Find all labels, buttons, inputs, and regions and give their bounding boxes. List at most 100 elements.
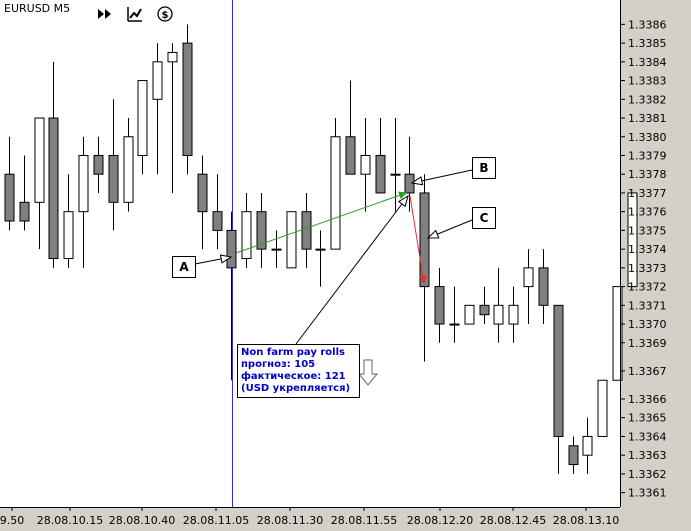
candle-body-bear bbox=[419, 192, 430, 288]
candle[interactable] bbox=[271, 230, 282, 268]
candle[interactable] bbox=[315, 230, 326, 287]
candle-body-bull bbox=[330, 136, 341, 250]
y-tick-label: 1.3372 bbox=[628, 281, 667, 294]
candle[interactable] bbox=[108, 99, 119, 231]
candle[interactable] bbox=[182, 24, 193, 175]
candle[interactable] bbox=[48, 61, 59, 268]
candle[interactable] bbox=[479, 286, 490, 325]
candle[interactable] bbox=[434, 267, 445, 343]
candle[interactable] bbox=[597, 379, 608, 437]
candle[interactable] bbox=[93, 136, 104, 193]
y-tick-label: 1.3384 bbox=[628, 56, 667, 69]
candle[interactable] bbox=[137, 80, 148, 175]
candle-body-bear bbox=[4, 173, 15, 222]
candle-body-bear bbox=[182, 42, 193, 156]
candle-body-bear bbox=[301, 211, 312, 250]
candle[interactable] bbox=[301, 192, 312, 268]
candle-body-bear bbox=[538, 267, 549, 306]
candle[interactable] bbox=[63, 174, 74, 268]
pointer-c-head bbox=[426, 229, 440, 239]
y-tick-label: 1.3381 bbox=[628, 112, 667, 125]
candle[interactable] bbox=[464, 304, 475, 325]
candle[interactable] bbox=[4, 136, 15, 231]
dollar-icon[interactable]: $ bbox=[156, 6, 174, 22]
candle[interactable] bbox=[345, 80, 356, 175]
y-tick-label: 1.3380 bbox=[628, 131, 667, 144]
y-tick-label: 1.3365 bbox=[628, 412, 667, 425]
candle-body-bull bbox=[360, 154, 371, 175]
chart-trend-icon[interactable] bbox=[126, 6, 144, 22]
candle[interactable] bbox=[493, 267, 504, 343]
x-tick-label: 28.08.11.30 bbox=[257, 514, 323, 527]
candle[interactable] bbox=[523, 249, 534, 325]
note-line: Non farm pay rolls bbox=[241, 347, 345, 358]
candle[interactable] bbox=[568, 436, 579, 474]
candle[interactable] bbox=[360, 118, 371, 212]
news-note[interactable]: Non farm pay rolls прогноз: 105 фактичес… bbox=[237, 344, 360, 398]
candle[interactable] bbox=[508, 286, 519, 343]
candle-body-bear bbox=[479, 304, 490, 316]
candle[interactable] bbox=[34, 117, 45, 250]
red-drop-arrow[interactable] bbox=[409, 195, 427, 284]
candle[interactable] bbox=[256, 192, 267, 268]
label-c[interactable]: C bbox=[472, 207, 496, 229]
label-a[interactable]: A bbox=[172, 256, 196, 278]
x-tick-label: 9.50 bbox=[0, 514, 24, 527]
label-b[interactable]: B bbox=[472, 157, 496, 179]
candle-body-bull bbox=[493, 304, 504, 325]
down-arrow-icon bbox=[357, 359, 379, 386]
y-tick-label: 1.3371 bbox=[628, 299, 667, 312]
candle[interactable] bbox=[286, 211, 297, 269]
candle-body-bull bbox=[137, 80, 148, 156]
candle[interactable] bbox=[330, 118, 341, 250]
candle-body-bear bbox=[212, 211, 223, 231]
y-tick-label: 1.3378 bbox=[628, 168, 667, 181]
candle[interactable] bbox=[78, 136, 89, 268]
x-tick-label: 28.08.11.05 bbox=[183, 514, 249, 527]
candle-body-bear bbox=[19, 201, 30, 222]
y-tick-label: 1.3377 bbox=[628, 187, 667, 200]
note-line: прогноз: 105 bbox=[241, 359, 316, 370]
candle[interactable] bbox=[19, 155, 30, 231]
candle-body-bull bbox=[523, 267, 534, 288]
candle[interactable] bbox=[212, 174, 223, 250]
green-trend-arrow[interactable] bbox=[235, 191, 407, 254]
candle-body-bull bbox=[449, 323, 460, 326]
note-line: (USD укрепляется) bbox=[241, 383, 351, 394]
candle[interactable] bbox=[152, 43, 163, 175]
y-tick-label: 1.3374 bbox=[628, 243, 667, 256]
candle[interactable] bbox=[582, 417, 593, 474]
candle[interactable] bbox=[553, 304, 564, 474]
candle-body-bull bbox=[582, 435, 593, 456]
candle-body-bull bbox=[167, 51, 178, 63]
candle[interactable] bbox=[538, 249, 549, 325]
fast-forward-icon[interactable] bbox=[96, 6, 114, 22]
candle[interactable] bbox=[226, 211, 237, 381]
candle[interactable] bbox=[612, 286, 623, 381]
candle[interactable] bbox=[123, 118, 134, 212]
x-tick-label: 28.08.10.15 bbox=[37, 514, 103, 527]
symbol-label: EURUSD M5 bbox=[4, 2, 71, 15]
candle[interactable] bbox=[390, 118, 401, 212]
y-tick-label: 1.3367 bbox=[628, 365, 667, 378]
pointer-b-head bbox=[410, 176, 424, 186]
candle[interactable] bbox=[627, 192, 638, 288]
y-tick-label: 1.3361 bbox=[628, 487, 667, 500]
candle[interactable] bbox=[375, 118, 386, 194]
candle-body-bear bbox=[48, 117, 59, 260]
candle[interactable] bbox=[167, 43, 178, 193]
y-tick-label: 1.3364 bbox=[628, 430, 667, 443]
y-tick-label: 1.3373 bbox=[628, 262, 667, 275]
candle[interactable] bbox=[419, 174, 430, 362]
candle[interactable] bbox=[197, 155, 208, 250]
candle[interactable] bbox=[449, 286, 460, 343]
candle[interactable] bbox=[241, 192, 252, 268]
plot-area bbox=[0, 0, 620, 507]
candle-body-bear bbox=[108, 154, 119, 203]
y-tick-label: 1.3376 bbox=[628, 206, 667, 219]
candle-body-bull bbox=[508, 304, 519, 325]
pointer-a-head bbox=[219, 254, 233, 264]
y-tick-label: 1.3385 bbox=[628, 37, 667, 50]
